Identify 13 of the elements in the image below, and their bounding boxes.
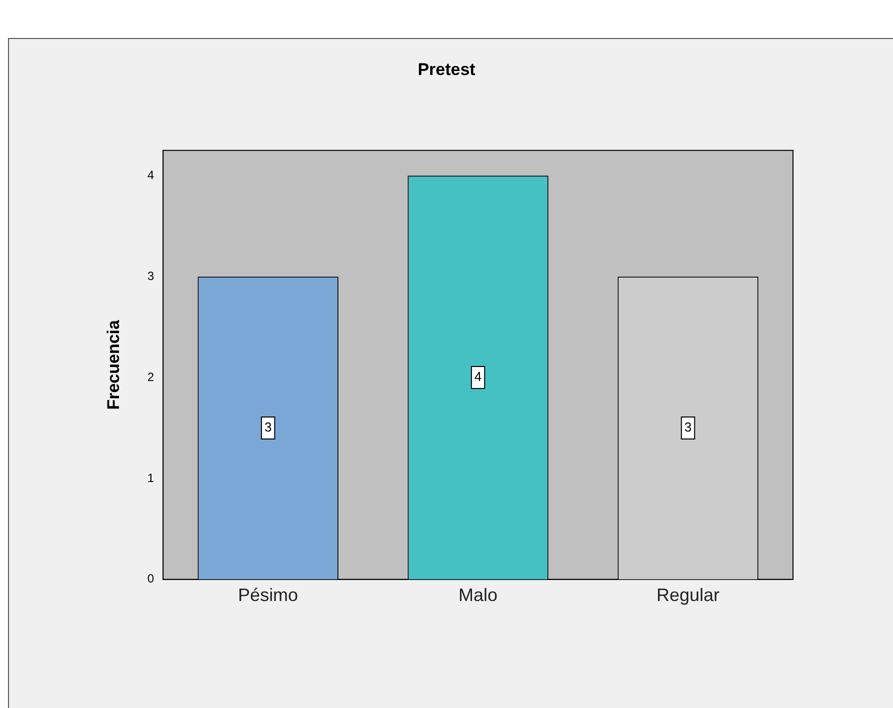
x-tick-label: Regular (656, 585, 720, 606)
data-label: 3 (264, 420, 272, 435)
x-tick-label: Pésimo (238, 585, 298, 606)
y-tick-label: 4 (147, 168, 154, 182)
y-tick-label: 0 (147, 572, 154, 586)
y-axis-title: Frecuencia (104, 319, 123, 410)
data-label: 4 (474, 369, 482, 384)
data-label: 3 (684, 420, 692, 435)
chart-title: Pretest (418, 60, 476, 79)
y-tick-label: 3 (147, 268, 154, 283)
y-tick-label: 2 (147, 370, 154, 384)
x-tick-label: Malo (458, 585, 498, 606)
y-tick-label: 1 (147, 470, 154, 485)
